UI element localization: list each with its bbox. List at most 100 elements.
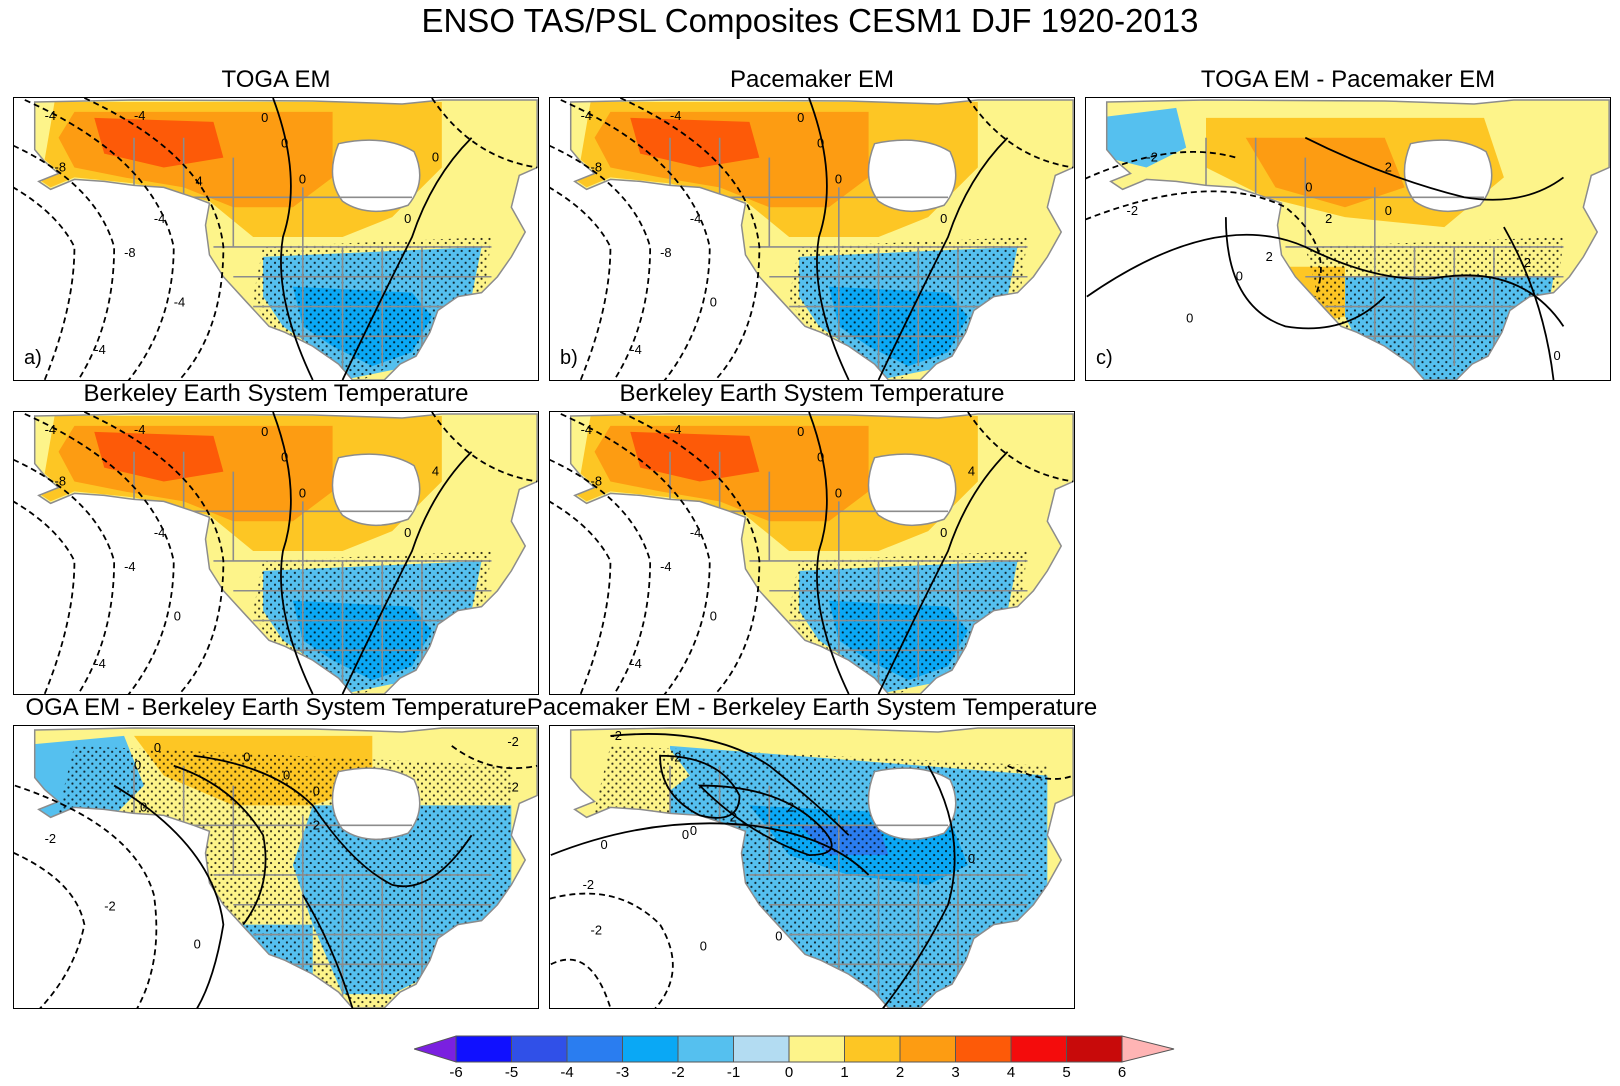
contour-label: -4 xyxy=(670,108,681,123)
colorbar-swatch xyxy=(955,1035,1012,1063)
colorbar-swatch xyxy=(899,1035,956,1063)
psl-contour-negative xyxy=(550,459,652,694)
colorbar-swatch xyxy=(733,1035,790,1063)
colorbar-tick-label: 3 xyxy=(951,1064,960,1081)
contour-label: -4 xyxy=(660,559,671,574)
psl-contour-positive xyxy=(1086,233,1565,327)
colorbar-tick-label: 2 xyxy=(895,1064,905,1081)
contour-label: -2 xyxy=(670,750,681,765)
contour-label: -2 xyxy=(45,831,56,846)
panel-title-b: Pacemaker EM xyxy=(729,66,895,93)
map-panel-c: -2 -2 0 0 0 0 2 2 2 2 0 c) xyxy=(1085,97,1611,381)
contour-label: 0 xyxy=(404,211,411,226)
panel-label-b: b) xyxy=(560,347,578,369)
significance-stippling xyxy=(590,745,1048,1008)
colorbar-tick-label: -6 xyxy=(449,1064,463,1081)
psl-contour-positive xyxy=(272,98,314,380)
panel-title-d: Berkeley Earth System Temperature xyxy=(83,380,469,407)
colorbar-lower-extend xyxy=(412,1035,457,1063)
contour-label: 0 xyxy=(299,171,306,186)
contour-label: -2 xyxy=(507,734,518,749)
contour-label: 0 xyxy=(1554,348,1561,363)
panel-title-g: Pacemaker EM - Berkeley Earth System Tem… xyxy=(526,694,1098,721)
hudson-bay xyxy=(867,767,957,841)
contour-label: 0 xyxy=(1385,203,1392,218)
contour-label: -2 xyxy=(104,899,115,914)
hudson-bay xyxy=(331,453,421,527)
significance-stippling xyxy=(253,551,492,694)
contour-label: 0 xyxy=(775,928,782,943)
colorbar-tick-label: 5 xyxy=(1062,1064,1071,1081)
coastline xyxy=(569,727,1074,1008)
contour-label: 0 xyxy=(1186,310,1193,325)
psl-contour-negative xyxy=(14,500,76,694)
contour-label: 0 xyxy=(283,768,290,783)
contour-label: 4 xyxy=(968,464,975,479)
colorbar-swatch xyxy=(566,1035,623,1063)
psl-contour-positive xyxy=(1503,226,1555,380)
contour-label: 0 xyxy=(690,823,697,838)
psl-contour-positive xyxy=(808,98,850,380)
contour-label: -4 xyxy=(94,656,105,671)
psl-contour-positive xyxy=(302,894,354,1008)
contour-label: 0 xyxy=(710,609,717,624)
contour-label: -4 xyxy=(690,525,701,540)
colorbar-swatch xyxy=(455,1035,512,1063)
contour-label: 0 xyxy=(700,938,707,953)
contour-label: 0 xyxy=(281,450,288,465)
psl-contour-negative xyxy=(431,412,538,483)
psl-contour-negative xyxy=(550,145,652,380)
contour-label: -4 xyxy=(581,422,592,437)
map-panel-a: -4 -4 -8 -8 -4 -4 -4 0 0 0 0 0 4 a) xyxy=(13,97,539,381)
contour-label: 0 xyxy=(682,827,689,842)
contour-label: -2 xyxy=(1127,203,1138,218)
hudson-bay xyxy=(331,139,421,213)
colorbar-tick-label: 1 xyxy=(840,1064,849,1081)
contour-label: -8 xyxy=(660,245,671,260)
contour-label: 0 xyxy=(817,450,824,465)
map-panel-e: -4 -4 -8 -4 -4 -4 0 0 0 0 0 4 xyxy=(549,411,1075,695)
colorbar-tick-label: 0 xyxy=(784,1064,794,1081)
psl-contour-negative xyxy=(14,852,86,1008)
colorbar-swatch xyxy=(677,1035,734,1063)
contour-label: 2 xyxy=(1325,211,1332,226)
contour-label: 0 xyxy=(797,424,804,439)
contour-label: 4 xyxy=(432,464,439,479)
map-panel-g: -2 -2 0 0 -2 2 2 0 0 -2 0 0 xyxy=(549,725,1075,1009)
contour-label: -8 xyxy=(55,159,66,174)
psl-contour-negative xyxy=(451,745,538,769)
contour-label: -4 xyxy=(154,525,165,540)
contour-label: 0 xyxy=(140,799,147,814)
contour-label: 0 xyxy=(1236,269,1243,284)
map-panel-f: 0 0 0 0 -2 -2 0 0 2 -2 -2 0 xyxy=(13,725,539,1009)
contour-label: -2 xyxy=(1146,150,1157,165)
colorbar-tick-label: 6 xyxy=(1117,1064,1127,1081)
colorbar-tick-label: 4 xyxy=(1006,1064,1016,1081)
temperature-anomaly-region xyxy=(94,117,224,168)
psl-contour-negative xyxy=(967,412,1074,483)
temperature-anomaly-region xyxy=(1106,107,1187,168)
contour-label: 0 xyxy=(940,211,947,226)
panel-title-c: TOGA EM - Pacemaker EM xyxy=(1200,66,1496,93)
contour-label: 2 xyxy=(787,799,794,814)
colorbar-swatches xyxy=(412,1035,1175,1063)
contour-label: -8 xyxy=(591,159,602,174)
contour-label: -2 xyxy=(583,877,594,892)
psl-contour-positive xyxy=(341,137,473,380)
psl-contour-positive xyxy=(610,733,850,836)
psl-contour-positive xyxy=(1224,217,1386,330)
temperature-anomaly-region xyxy=(1245,137,1405,208)
map-panel-b: -4 -4 -8 -8 -4 -4 0 0 0 0 0 b) xyxy=(549,97,1075,381)
psl-contour-positive xyxy=(877,137,1009,380)
colorbar-swatch xyxy=(1066,1035,1123,1063)
contour-label: -8 xyxy=(591,473,602,488)
psl-contour-negative xyxy=(619,98,761,380)
psl-contour-negative xyxy=(14,459,116,694)
contour-label: -4 xyxy=(690,211,701,226)
contour-label: -4 xyxy=(134,422,145,437)
